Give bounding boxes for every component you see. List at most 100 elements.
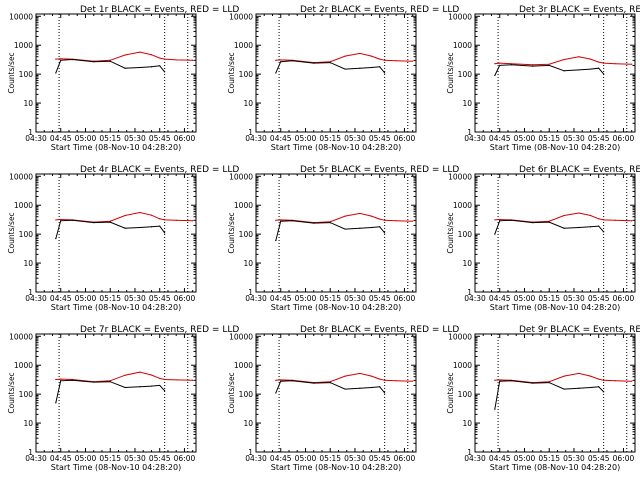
data-point-lld [499,379,501,381]
data-point-lld [109,59,111,61]
x-tick-label: 04:45 [270,294,292,303]
data-point-events [494,233,496,235]
plot-frame [474,13,636,133]
x-tick-label: 05:45 [149,134,171,143]
x-tick-label: 05:45 [149,294,171,303]
data-point-lld [150,54,153,56]
data-point-lld [164,219,166,221]
data-point-events [499,220,501,222]
chart-title: Det 2r BLACK = Events, RED = LLD [300,5,459,15]
data-point-lld [578,372,580,375]
chart-panel-1: Det 1r BLACK = Events, RED = LLD 1 10 100 10… [7,5,239,152]
y-tick-label: 10 [23,419,33,428]
x-tick-label: 04:45 [489,454,511,463]
data-point-events [291,220,293,222]
data-point-lld [275,379,277,381]
x-tick-label: 04:45 [50,294,72,303]
y-tick-label: 1000 [453,41,472,50]
y-tick-label: 10 [462,259,472,268]
data-point-events [589,226,592,228]
x-axis-label: Start Time (08-Nov-10 04:28:20) [51,303,181,312]
y-tick-label: 100 [458,390,473,399]
data-point-events [124,227,126,229]
x-tick-label: 05:30 [124,294,146,303]
data-point-lld [150,214,153,216]
data-point-lld [370,375,373,377]
data-point-events [548,221,550,223]
x-tick-label: 06:00 [613,134,635,143]
x-tick-label: 05:00 [295,454,317,463]
data-point-lld [631,220,633,222]
data-point-lld [344,215,346,217]
y-tick-label: 1 [28,128,33,137]
chart-title: Det 3r BLACK = Events, RED = LLD [519,5,640,15]
x-tick-label: 04:30 [25,454,47,463]
x-axis-label: Start Time (08-Nov-10 04:28:20) [51,463,181,472]
x-tick-label: 05:45 [588,134,610,143]
y-tick-label: 10 [23,259,33,268]
data-point-events [598,386,600,388]
series-line-lld [275,372,413,384]
y-tick-label: 10 [23,99,33,108]
data-point-events [563,70,565,72]
data-point-events [55,238,57,240]
y-tick-label: 10 [462,419,472,428]
data-point-lld [548,63,550,65]
x-tick-label: 06:00 [394,454,416,463]
data-point-events [329,382,331,384]
data-point-lld [563,58,565,61]
y-tick-label: 1 [28,288,33,297]
data-point-events [313,62,315,64]
data-point-lld [532,64,534,66]
data-point-events [379,66,381,68]
plot-frame [255,333,417,453]
data-point-events [548,64,550,67]
data-point-events [359,67,361,69]
series-line-lld [55,371,193,383]
data-point-lld [60,218,62,221]
x-tick-label: 04:30 [464,294,486,303]
data-point-lld [603,62,605,64]
data-point-lld [109,380,111,382]
data-point-events [150,66,153,68]
y-tick-label: 10000 [448,12,472,21]
data-point-events [379,226,381,228]
data-point-events [139,386,141,388]
data-point-events [370,226,373,229]
y-tick-label: 1000 [234,41,253,50]
y-tick-label: 100 [239,230,254,239]
data-point-events [494,74,496,77]
y-tick-label: 1 [28,448,33,457]
data-point-events [150,226,153,228]
x-tick-label: 04:45 [270,454,292,463]
data-point-lld [384,219,386,221]
data-point-lld [412,220,414,222]
data-point-lld [275,59,277,61]
data-point-lld [139,371,141,373]
x-axis-label: Start Time (08-Nov-10 04:28:20) [271,303,401,312]
x-tick-label: 04:30 [25,294,47,303]
data-point-lld [55,219,57,221]
data-point-lld [124,54,126,56]
data-point-lld [412,60,414,62]
data-point-events [589,68,592,70]
series-line-lld [494,372,632,384]
x-tick-label: 05:30 [344,454,366,463]
data-point-events [71,219,73,221]
data-point-events [60,59,62,61]
x-tick-label: 05:15 [538,294,560,303]
data-point-lld [614,63,616,65]
plot-frame [474,173,636,293]
data-point-events [499,380,501,382]
x-tick-label: 05:45 [369,294,391,303]
data-point-lld [124,374,126,376]
data-point-lld [548,220,550,222]
x-tick-label: 05:30 [124,134,146,143]
data-point-lld [370,55,373,57]
y-tick-label: 1000 [234,201,253,210]
data-point-events [510,64,512,66]
data-point-events [291,380,293,382]
chart-panel-9: Det 9r BLACK = Events, RED = LLD 1 10 100 10… [446,325,640,472]
data-point-events [71,379,73,381]
